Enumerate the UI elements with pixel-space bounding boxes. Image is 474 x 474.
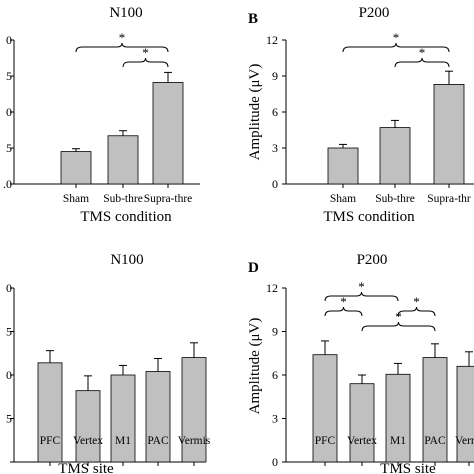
significance-star: * <box>119 30 126 45</box>
significance-star: * <box>142 45 149 60</box>
bar <box>110 374 136 463</box>
significance-star: * <box>393 30 400 45</box>
x-tick-label: Sham <box>63 193 89 205</box>
x-axis-label: TMS condition <box>80 209 172 225</box>
x-tick-label: Supra-thr <box>427 193 471 205</box>
y-tick-label: .0 <box>3 177 12 191</box>
panel-label: B <box>248 11 258 27</box>
bar <box>75 390 101 463</box>
panel-b-p200-condition: P200 B 0 3 6 9 12 Amplitude (μV) Sham Sub-thre Sup… <box>247 5 474 225</box>
significance-brace <box>342 42 450 53</box>
bar <box>312 354 338 463</box>
y-tick-label: 6 <box>272 368 278 382</box>
y-tick-label: 9 <box>272 69 278 83</box>
panel-c-n100-site: N100 5 0 5 0 PFC Vertex M1 PAC Vermis TMS site <box>6 252 211 474</box>
x-tick-label: Vertex <box>73 435 103 447</box>
x-axis-label: TMS site <box>58 461 114 474</box>
x-tick-label: M1 <box>115 435 131 447</box>
panel-d-p200-site: P200 D 0 3 6 9 12 Amplitude (μV) PFC Vertex M1 PAC V… <box>247 252 474 474</box>
y-tick-label: 5 <box>6 141 12 155</box>
x-tick-label: PAC <box>424 435 446 447</box>
x-tick-label: Vertex <box>347 435 377 447</box>
bar <box>379 127 411 185</box>
chart-title: P200 <box>359 5 390 21</box>
y-tick-label: 9 <box>272 325 278 339</box>
chart-title: N100 <box>109 5 142 21</box>
y-tick-label: 0 <box>272 177 278 191</box>
significance-star: * <box>419 45 426 60</box>
bar <box>433 84 465 185</box>
bar <box>152 82 184 185</box>
y-tick-label: 0 <box>6 281 12 295</box>
significance-brace <box>75 42 169 53</box>
bar <box>145 371 171 463</box>
x-tick-label: M1 <box>390 435 406 447</box>
x-tick-label: PFC <box>315 435 336 447</box>
y-tick-label: 12 <box>266 33 278 47</box>
bar <box>327 147 359 185</box>
y-tick-label: 0 <box>6 368 12 382</box>
bar <box>349 383 375 463</box>
significance-star: * <box>358 279 365 294</box>
bar <box>60 151 92 185</box>
y-tick-label: 3 <box>272 412 278 426</box>
y-tick-label: 0 <box>6 105 12 119</box>
y-tick-label: 0 <box>6 33 12 47</box>
significance-brace <box>361 321 436 332</box>
y-axis-label: Amplitude (μV) <box>247 64 263 161</box>
panel-label: D <box>248 260 259 276</box>
significance-star: * <box>395 309 402 324</box>
bar <box>107 135 139 185</box>
x-tick-label: PAC <box>147 435 169 447</box>
significance-star: * <box>340 294 347 309</box>
bar <box>456 365 474 463</box>
x-tick-label: Vermi <box>455 435 474 447</box>
y-tick-label: 6 <box>272 105 278 119</box>
panel-a-n100-condition: N100 .0 5 0 5 0 Sham Sub-thre Supra-thre TMS cond… <box>3 5 200 225</box>
x-tick-label: PFC <box>40 435 61 447</box>
bar <box>422 357 448 463</box>
significance-brace <box>397 306 436 317</box>
x-tick-label: Sham <box>330 193 356 205</box>
significance-brace <box>394 57 450 68</box>
significance-brace <box>324 306 363 317</box>
y-tick-label: 12 <box>266 281 278 295</box>
y-tick-label: 5 <box>6 69 12 83</box>
x-tick-label: Vermis <box>178 435 211 447</box>
chart-title: P200 <box>357 252 388 268</box>
significance-brace <box>324 291 399 302</box>
bar <box>181 357 207 463</box>
x-axis-label: TMS site <box>380 461 436 474</box>
chart-title: N100 <box>110 252 143 268</box>
bar <box>385 373 411 463</box>
x-tick-label: Supra-thre <box>144 193 193 205</box>
y-tick-label: 0 <box>272 455 278 469</box>
y-tick-label: 5 <box>6 412 12 426</box>
significance-brace <box>122 57 169 68</box>
x-tick-label: Sub-thre <box>103 193 143 205</box>
x-tick-label: Sub-thre <box>375 193 415 205</box>
x-axis-label: TMS condition <box>323 209 415 225</box>
y-axis-label: Amplitude (μV) <box>247 318 263 415</box>
y-tick-label: 5 <box>6 325 12 339</box>
y-tick-label: 3 <box>272 141 278 155</box>
bar <box>37 362 63 463</box>
significance-star: * <box>413 294 420 309</box>
